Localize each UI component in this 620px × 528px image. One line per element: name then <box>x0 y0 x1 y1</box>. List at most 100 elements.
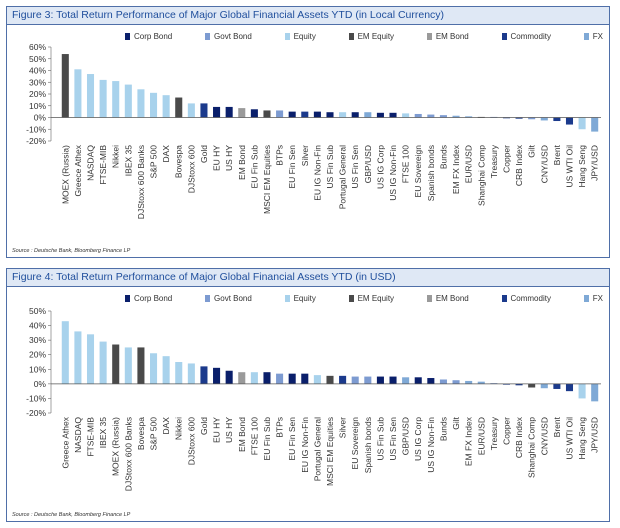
x-tick-label: DAX <box>161 145 171 163</box>
bar-s-p-500 <box>150 92 158 118</box>
x-tick-label: S&P 500 <box>149 417 159 451</box>
legend-label: Govt Bond <box>214 293 252 303</box>
legend-label: Commodity <box>510 31 551 41</box>
bar-djstoxx-600 <box>187 363 195 384</box>
legend-item-corp-bond: Corp Bond <box>125 294 172 303</box>
y-tick-label: 0% <box>34 379 47 389</box>
figure-3-panel: Figure 3: Total Return Performance of Ma… <box>6 6 610 258</box>
bar-ftse-100 <box>402 113 410 118</box>
bar-copper <box>502 117 510 119</box>
x-tick-label: Bunds <box>438 145 448 169</box>
x-tick-label: Hang Seng <box>577 417 587 460</box>
x-tick-label: FTSE 100 <box>401 145 411 184</box>
legend-item-equity: Equity <box>284 32 316 41</box>
bar-msci-em-equities <box>263 110 271 118</box>
legend-item-commodity: Commodity <box>501 294 551 303</box>
x-tick-label: US IG Corp <box>413 417 423 461</box>
x-tick-label: JPY/USD <box>590 417 600 453</box>
bar-eu-fin-sub <box>250 109 258 118</box>
x-tick-label: US IG Corp <box>375 145 385 189</box>
bar-us-wti-oil <box>565 117 574 125</box>
x-tick-label: US Fin Sen <box>388 417 398 461</box>
x-tick-label: Bovespa <box>136 417 146 450</box>
x-tick-label: Gold <box>199 145 209 163</box>
bar-gold <box>200 103 208 118</box>
x-tick-label: Copper <box>501 145 511 173</box>
bar-spanish-bonds <box>427 114 435 118</box>
legend-swatch <box>501 32 507 40</box>
x-tick-label: EU Fin Sub <box>262 417 272 461</box>
x-tick-label: EM FX Index <box>451 144 461 194</box>
figure-4-chart: -20% -10% 0% 10% 20% 30% 40% 50% Greece Athex NAS… <box>26 306 601 491</box>
bar-dax <box>162 356 170 384</box>
x-tick-label: EU HY <box>212 417 222 443</box>
x-tick-label: Shanghai Comp <box>476 145 486 206</box>
bar-gbp-usd <box>364 112 372 118</box>
x-tick-label: EU IG Non-Fin <box>312 145 322 201</box>
x-tick-label: Spanish bonds <box>363 417 373 473</box>
legend-item-govt-bond: Govt Bond <box>205 32 252 41</box>
bar-spanish-bonds <box>364 376 372 384</box>
legend-swatch <box>125 32 130 40</box>
x-tick-label: BTPs <box>275 417 285 438</box>
y-tick-label: 40% <box>29 66 46 76</box>
legend-label: Equity <box>293 293 316 303</box>
y-tick-label: 60% <box>29 42 46 52</box>
x-tick-label: US Fin Sub <box>375 417 385 461</box>
legend-item-em-equity: EM Equity <box>348 293 395 303</box>
x-tick-label: Greece Athex <box>73 144 83 196</box>
bar-gilt <box>452 380 460 384</box>
bar-btps <box>276 110 284 118</box>
bar-greece-athex <box>61 321 69 384</box>
y-tick-label: 10% <box>29 101 46 111</box>
x-tick-label: US IG Non-Fin <box>388 145 398 201</box>
legend-swatch <box>125 294 130 302</box>
bar-us-ig-non-fin <box>389 112 397 118</box>
legend-item-em-bond: EM Bond <box>426 32 469 41</box>
legend-item-corp-bond: Corp Bond <box>125 32 172 41</box>
x-tick-label: DJStoxx 600 Banks <box>123 417 133 491</box>
x-tick-label: EU IG Non-Fin <box>300 417 310 473</box>
bar-brent <box>553 383 561 389</box>
x-tick-label: IBEX 35 <box>123 145 133 176</box>
legend-item-fx: FX <box>583 31 603 41</box>
legend-label: FX <box>592 31 603 41</box>
x-tick-label: EM FX Index <box>464 416 474 466</box>
x-tick-label: Bovespa <box>174 145 184 178</box>
x-tick-label: Nikkei <box>174 417 184 440</box>
bar-silver <box>301 111 309 118</box>
x-tick-label: CRB Index <box>514 416 524 458</box>
legend-label: Corp Bond <box>134 293 173 303</box>
bar-copper <box>502 383 510 385</box>
legend-swatch <box>426 32 432 40</box>
x-tick-label: Gilt <box>451 416 461 429</box>
x-tick-label: US WTI Oil <box>564 145 574 188</box>
legend-label: EM Equity <box>357 293 395 303</box>
y-tick-label: -10% <box>26 124 46 134</box>
bar-nasdaq <box>74 331 82 384</box>
figure-4-source: Source : Deutsche Bank, Bloomberg Financ… <box>12 512 131 518</box>
x-tick-label: EUR/USD <box>476 417 486 455</box>
legend-swatch <box>501 294 507 302</box>
legend-label: EM Bond <box>435 293 469 303</box>
bar-bovespa <box>175 97 183 118</box>
y-tick-label: -20% <box>26 136 46 146</box>
bar-eu-hy <box>213 106 221 118</box>
legend-swatch <box>348 294 354 302</box>
x-tick-label: GBP/USD <box>401 417 411 455</box>
bar-crb-index <box>515 117 523 119</box>
x-tick-label: EM Bond <box>237 417 247 452</box>
bar-jpy-usd <box>591 117 599 132</box>
y-tick-label: 30% <box>29 335 46 345</box>
bar-nikkei <box>112 81 120 118</box>
x-tick-label: EU Fin Sen <box>287 417 297 461</box>
x-tick-label: FTSE 100 <box>249 417 259 456</box>
x-tick-label: Brent <box>552 416 562 437</box>
x-tick-label: Copper <box>501 417 511 445</box>
bar-djstoxx-600-banks <box>124 347 132 384</box>
bar-portugal-general <box>313 375 321 384</box>
bar-greece-athex <box>74 69 82 118</box>
x-tick-label: Shanghai Comp <box>527 417 537 478</box>
x-tick-label: Silver <box>300 145 310 166</box>
y-tick-label: -10% <box>26 393 46 403</box>
